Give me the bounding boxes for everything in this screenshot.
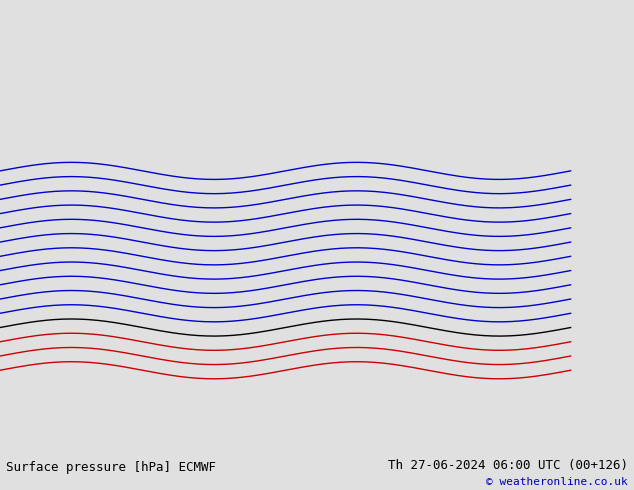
Text: Th 27-06-2024 06:00 UTC (00+126): Th 27-06-2024 06:00 UTC (00+126) — [387, 460, 628, 472]
Text: Surface pressure [hPa] ECMWF: Surface pressure [hPa] ECMWF — [6, 461, 216, 474]
Text: © weatheronline.co.uk: © weatheronline.co.uk — [486, 477, 628, 488]
